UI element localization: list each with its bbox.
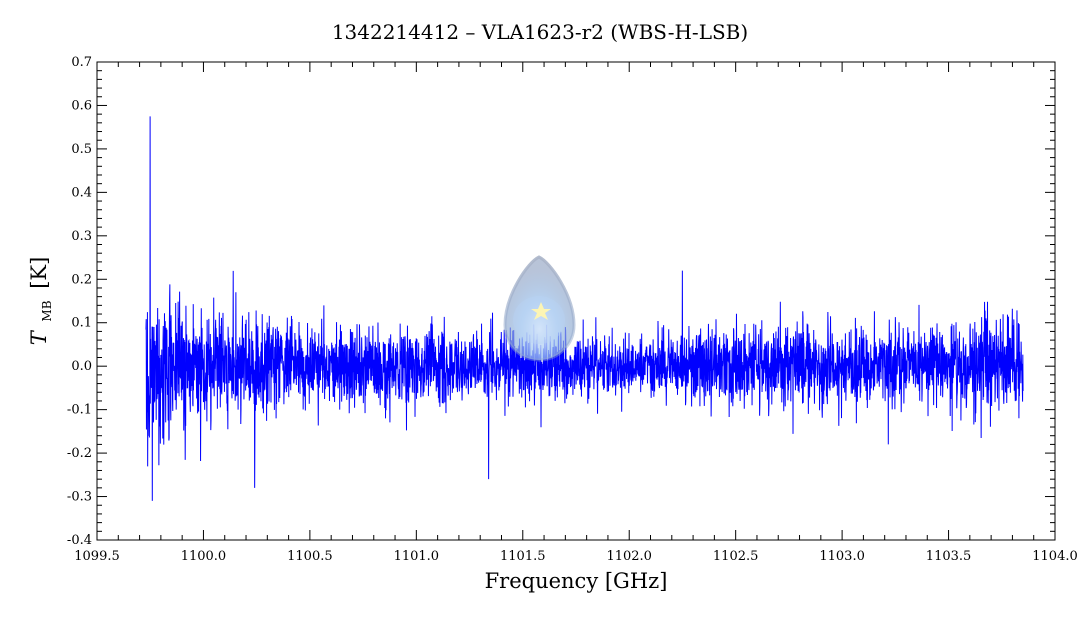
spectrum-series-line bbox=[145, 116, 1024, 501]
x-tick-label: 1100.5 bbox=[287, 549, 333, 564]
star-droplet-logo-icon bbox=[503, 255, 576, 362]
y-tick-label: 0.0 bbox=[71, 359, 92, 374]
x-tick-label: 1101.5 bbox=[500, 549, 546, 564]
x-tick-label: 1101.0 bbox=[394, 549, 440, 564]
y-axis-title-subscript: MB bbox=[40, 300, 54, 321]
y-tick-label: 0.5 bbox=[71, 142, 92, 157]
x-tick-label: 1102.0 bbox=[606, 549, 652, 564]
x-axis-ticks bbox=[96, 62, 1056, 540]
y-axis-ticks bbox=[97, 61, 1055, 541]
y-tick-label: -0.3 bbox=[67, 490, 92, 505]
x-axis-title: Frequency [GHz] bbox=[485, 569, 668, 593]
y-tick-label: 0.4 bbox=[71, 185, 92, 200]
x-tick-label: 1103.5 bbox=[926, 549, 972, 564]
y-axis-tick-labels: -0.4 -0.3 -0.2 -0.1 0.0 0.1 0.2 0.3 0.4 0.5 0.6 0.7 bbox=[67, 55, 92, 548]
y-axis-title: T MB [K] bbox=[27, 257, 56, 346]
x-tick-label: 1102.5 bbox=[713, 549, 759, 564]
y-tick-label: -0.2 bbox=[67, 446, 92, 461]
y-tick-label: 0.1 bbox=[71, 316, 92, 331]
y-tick-label: -0.4 bbox=[67, 533, 92, 548]
y-tick-label: 0.2 bbox=[71, 272, 92, 287]
y-axis-title-symbol: T bbox=[27, 329, 51, 345]
y-tick-label: 0.7 bbox=[71, 55, 92, 70]
x-tick-label: 1104.0 bbox=[1032, 549, 1078, 564]
chart-title: 1342214412 – VLA1623-r2 (WBS-H-LSB) bbox=[332, 20, 748, 44]
x-axis-tick-labels: 1099.5 1100.0 1100.5 1101.0 1101.5 1102.0 1102… bbox=[74, 549, 1078, 564]
x-tick-label: 1099.5 bbox=[74, 549, 120, 564]
plot-frame bbox=[96, 61, 1056, 541]
x-tick-label: 1100.0 bbox=[181, 549, 227, 564]
y-tick-label: 0.6 bbox=[71, 98, 92, 113]
y-axis-title-unit: [K] bbox=[27, 257, 51, 289]
x-tick-label: 1103.0 bbox=[819, 549, 865, 564]
y-tick-label: -0.1 bbox=[67, 403, 92, 418]
y-tick-label: 0.3 bbox=[71, 229, 92, 244]
